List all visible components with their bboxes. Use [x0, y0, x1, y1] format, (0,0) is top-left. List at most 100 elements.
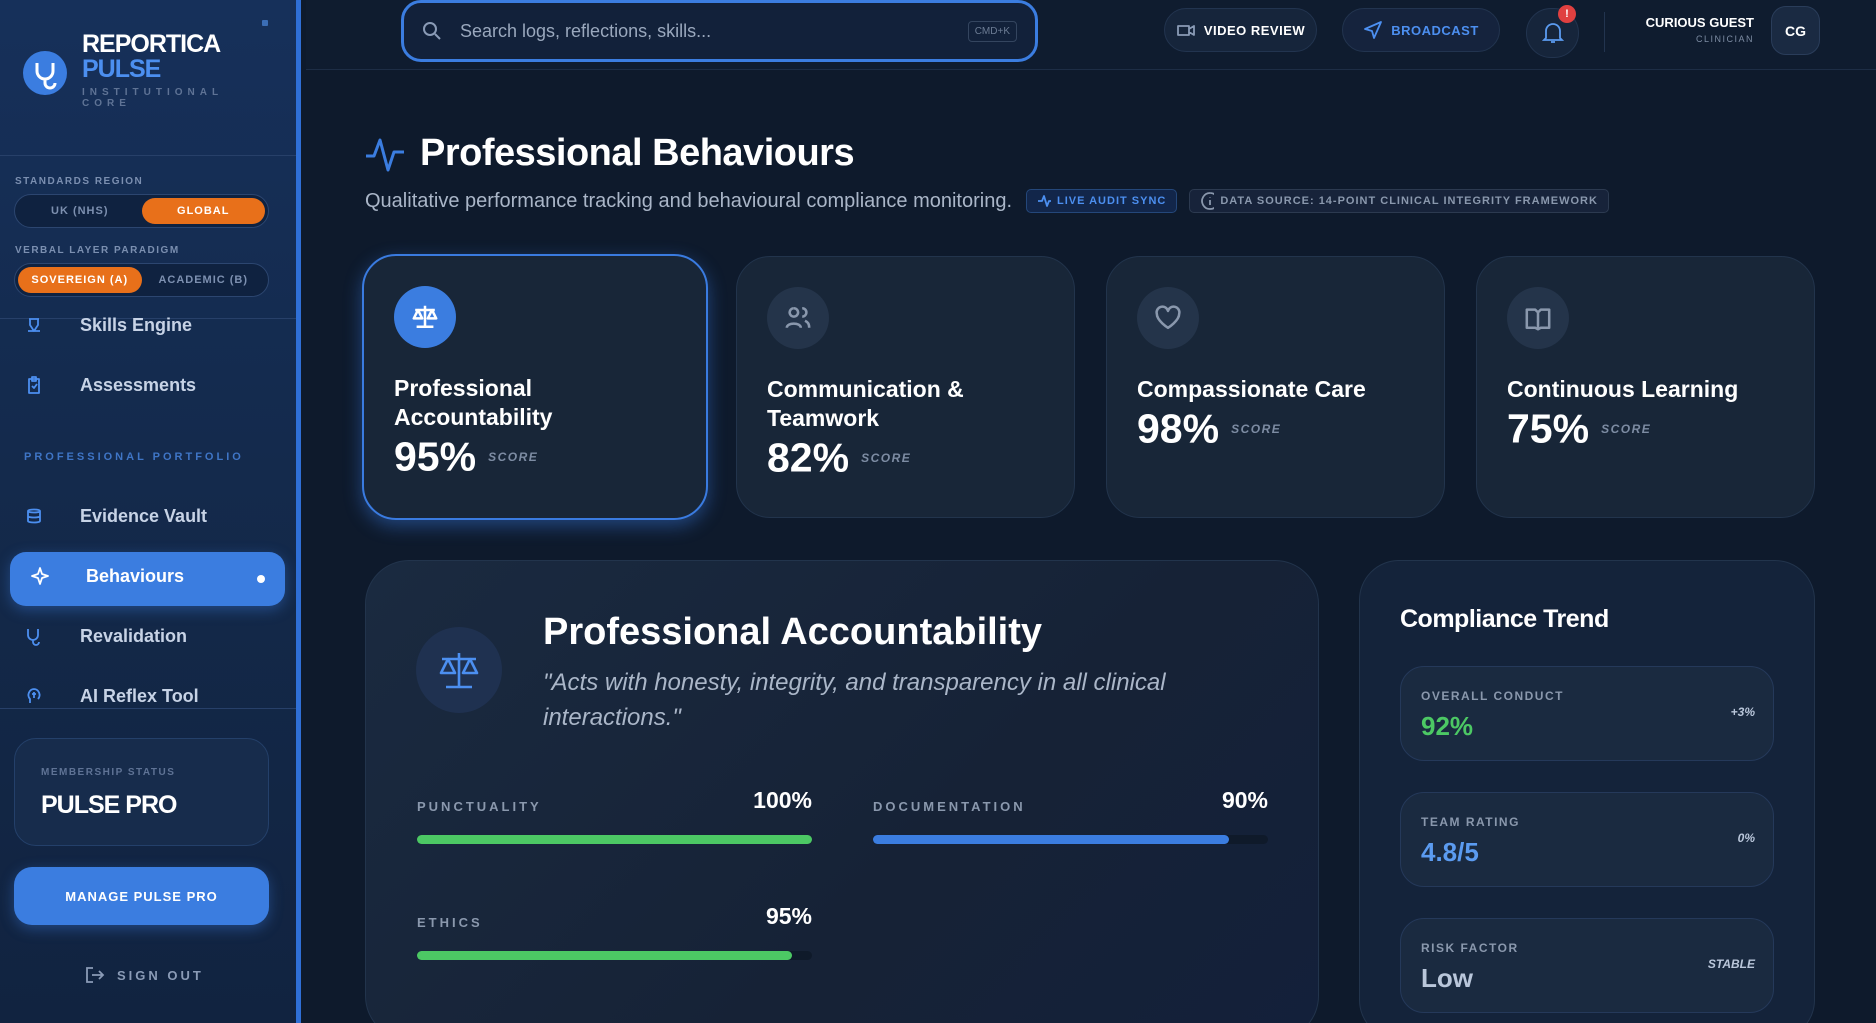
sign-out-label: SIGN OUT — [117, 967, 204, 983]
user-info: CURIOUS GUEST CLINICIAN — [1646, 15, 1754, 44]
divider — [0, 155, 296, 156]
badge-label: LIVE AUDIT SYNC — [1057, 195, 1167, 207]
header-button[interactable]: VIDEO REVIEW — [1164, 8, 1317, 52]
behaviour-card[interactable]: Communication & Teamwork 82% SCORE — [736, 256, 1075, 518]
metric-name: ETHICS — [417, 915, 483, 930]
card-icon — [1507, 287, 1569, 349]
card-score-label: SCORE — [488, 449, 539, 464]
brand-name: REPORTICA — [82, 30, 221, 58]
nav-label: Assessments — [80, 374, 197, 395]
bell-icon — [1541, 23, 1564, 43]
nav-label: Behaviours — [86, 565, 185, 586]
divider — [1604, 12, 1605, 52]
card-score-row: 75% SCORE — [1507, 408, 1767, 449]
badge: DATA SOURCE: 14-POINT CLINICAL INTEGRITY… — [1189, 189, 1609, 213]
divider — [0, 318, 296, 319]
logo-icon — [23, 51, 67, 95]
card-title: Professional Accountability — [394, 375, 553, 430]
behaviour-card[interactable]: Professional Accountability 95% SCORE — [362, 254, 708, 520]
metric-value: 100% — [753, 787, 812, 813]
icon — [1037, 191, 1052, 211]
metric-value: 90% — [1221, 787, 1268, 813]
nav-item[interactable]: Behaviours — [30, 561, 184, 591]
detail-icon — [416, 627, 502, 713]
icon-shape — [28, 318, 40, 332]
nav-item[interactable]: Skills Engine — [24, 310, 192, 340]
divider — [0, 708, 296, 709]
card-score: 75% — [1507, 405, 1590, 452]
icon — [1363, 20, 1383, 40]
toggle-option[interactable]: UK (NHS) — [51, 205, 109, 217]
icon-shape — [412, 305, 438, 329]
search-icon — [423, 22, 441, 40]
manage-button[interactable]: MANAGE PULSE PRO — [14, 867, 269, 925]
nav-active — [10, 552, 285, 606]
nav-item[interactable]: Revalidation — [24, 621, 187, 651]
card-title: Continuous Learning — [1507, 376, 1739, 402]
card-score: 82% — [767, 434, 850, 481]
header-button[interactable]: BROADCAST — [1342, 8, 1500, 52]
notifications[interactable]: ! — [1526, 5, 1579, 58]
row-label: OVERALL CONDUCT — [1421, 689, 1564, 703]
setting-label: VERBAL LAYER PARADIGM — [15, 245, 180, 256]
toggle: SOVEREIGN (A) ACADEMIC (B) — [14, 263, 269, 297]
sidebar: REPORTICA PULSE INSTITUTIONAL CORE STAND… — [0, 0, 301, 1023]
toggle-option[interactable]: GLOBAL — [141, 198, 265, 224]
nav-item[interactable]: Evidence Vault — [24, 501, 207, 531]
card-text: Communication & Teamwork 82% SCORE — [767, 375, 1027, 478]
card-score-row: 82% SCORE — [767, 437, 1027, 478]
scale-icon — [439, 653, 479, 689]
icon-shape — [1155, 305, 1181, 330]
compliance-panel: Compliance Trend OVERALL CONDUCT 92% +3% TE… — [1359, 560, 1815, 1023]
icon-shape — [1201, 192, 1215, 210]
row-label: TEAM RATING — [1421, 815, 1520, 829]
card-text: Professional Accountability 95% SCORE — [394, 374, 654, 477]
setting-label: STANDARDS REGION — [15, 176, 144, 187]
user-name: CURIOUS GUEST — [1645, 15, 1754, 30]
toggle-option[interactable]: SOVEREIGN (A) — [18, 267, 142, 293]
membership-label: MEMBERSHIP STATUS — [41, 767, 176, 778]
icon-shape — [1364, 21, 1383, 39]
search-shortcut: CMD+K — [967, 20, 1017, 42]
page-subtitle: Qualitative performance tracking and beh… — [365, 189, 1013, 212]
row-value: Low — [1421, 963, 1473, 993]
icon — [1176, 20, 1196, 40]
page-title: Professional Behaviours — [420, 132, 855, 174]
sign-out-icon — [86, 967, 105, 983]
membership-tier: PULSE PRO — [41, 791, 177, 819]
icon — [24, 315, 60, 335]
membership-card: MEMBERSHIP STATUS PULSE PRO — [14, 738, 269, 846]
card-score: 98% — [1137, 405, 1220, 452]
metric-value: 95% — [765, 903, 812, 929]
card-text: Compassionate Care 98% SCORE — [1137, 375, 1397, 449]
behaviour-card[interactable]: Continuous Learning 75% SCORE — [1476, 256, 1815, 518]
nav-item[interactable]: Assessments — [24, 370, 196, 400]
row-value: 4.8/5 — [1421, 837, 1479, 867]
card-icon — [394, 286, 456, 348]
nav-item[interactable]: AI Reflex Tool — [24, 681, 199, 711]
icon — [30, 566, 66, 586]
compliance-row: TEAM RATING 4.8/5 0% — [1400, 792, 1774, 887]
row-delta: +3% — [1730, 705, 1755, 719]
card-score-label: SCORE — [861, 450, 912, 465]
header: Search logs, reflections, skills... CMD+… — [306, 0, 1876, 70]
metric-bar — [873, 835, 1229, 844]
icon-shape — [785, 306, 811, 329]
card-text: Continuous Learning 75% SCORE — [1507, 375, 1767, 449]
brand-tagline: INSTITUTIONAL CORE — [82, 87, 223, 109]
active-dot — [257, 575, 265, 583]
user-avatar[interactable]: CG — [1771, 6, 1820, 55]
toggle-option[interactable]: ACADEMIC (B) — [158, 274, 249, 286]
detail-panel: Professional Accountability "Acts with h… — [365, 560, 1319, 1023]
card-score: 95% — [394, 433, 477, 480]
icon — [24, 686, 60, 706]
nav-label: Evidence Vault — [80, 505, 208, 526]
card-score-label: SCORE — [1231, 421, 1282, 436]
subtitle-row: Qualitative performance tracking and beh… — [365, 189, 1609, 213]
sign-out[interactable]: SIGN OUT — [85, 966, 204, 984]
search-box[interactable]: Search logs, reflections, skills... CMD+… — [401, 0, 1038, 62]
behaviour-card[interactable]: Compassionate Care 98% SCORE — [1106, 256, 1445, 518]
row-delta: 0% — [1737, 831, 1755, 845]
detail-quote: "Acts with honesty, integrity, and trans… — [543, 669, 1166, 731]
